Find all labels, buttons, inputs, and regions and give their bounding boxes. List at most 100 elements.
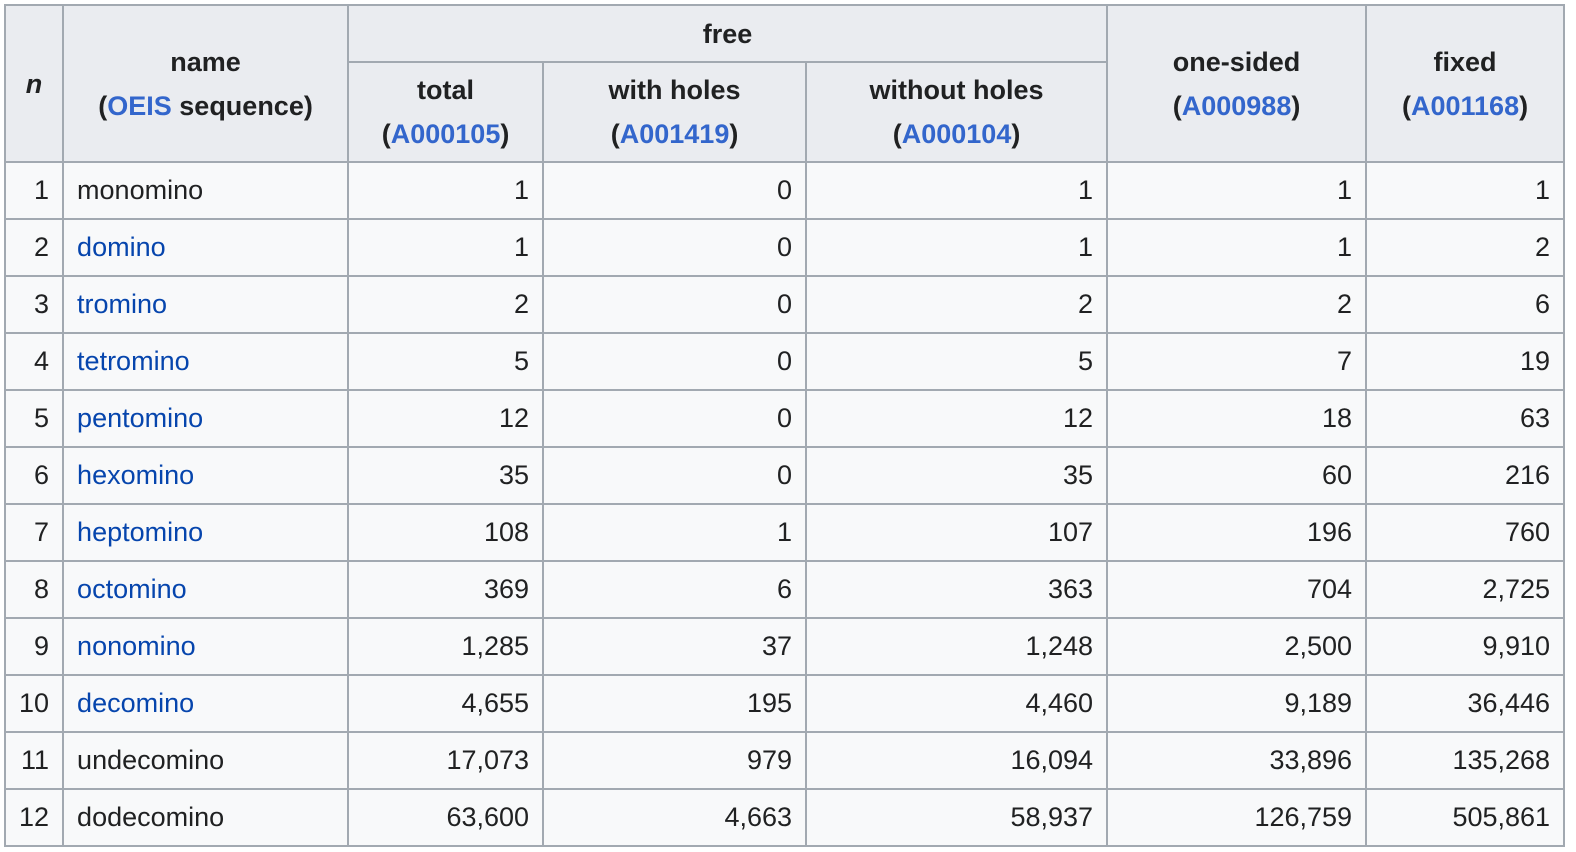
cell-with-holes: 37 bbox=[542, 617, 808, 676]
cell-one-sided: 33,896 bbox=[1106, 731, 1368, 790]
cell-total: 1 bbox=[347, 218, 545, 277]
column-header-name: name (OEIS sequence) bbox=[62, 4, 350, 163]
polyomino-name: monomino bbox=[77, 175, 204, 205]
cell-without-holes: 1,248 bbox=[805, 617, 1109, 676]
column-group-free: free bbox=[347, 4, 1109, 63]
cell-one-sided: 2 bbox=[1106, 275, 1368, 334]
cell-name: tromino bbox=[62, 275, 350, 334]
cell-without-holes: 35 bbox=[805, 446, 1109, 505]
cell-one-sided: 196 bbox=[1106, 503, 1368, 562]
cell-fixed: 505,861 bbox=[1365, 788, 1566, 847]
cell-without-holes: 5 bbox=[805, 332, 1109, 391]
column-header-one-sided: one-sided (A000988) bbox=[1106, 4, 1368, 163]
cell-one-sided: 1 bbox=[1106, 218, 1368, 277]
column-header-n: n bbox=[3, 4, 65, 163]
cell-n: 3 bbox=[3, 275, 65, 334]
cell-with-holes: 6 bbox=[542, 560, 808, 619]
cell-n: 10 bbox=[3, 674, 65, 733]
polyomino-name-link[interactable]: pentomino bbox=[77, 403, 204, 433]
name-label: name bbox=[170, 46, 241, 77]
column-header-without-holes: without holes (A000104) bbox=[805, 61, 1109, 163]
cell-fixed: 9,910 bbox=[1365, 617, 1566, 676]
table-row: 12 dodecomino 63,600 4,663 58,937 126,759 505,… bbox=[3, 788, 1566, 847]
cell-fixed: 2,725 bbox=[1365, 560, 1566, 619]
cell-n: 1 bbox=[3, 161, 65, 220]
cell-with-holes: 1 bbox=[542, 503, 808, 562]
polyomino-name: dodecomino bbox=[77, 802, 225, 832]
cell-fixed: 760 bbox=[1365, 503, 1566, 562]
polyomino-name-link[interactable]: nonomino bbox=[77, 631, 196, 661]
polyomino-name-link[interactable]: heptomino bbox=[77, 517, 204, 547]
cell-fixed: 19 bbox=[1365, 332, 1566, 391]
cell-name: undecomino bbox=[62, 731, 350, 790]
cell-one-sided: 7 bbox=[1106, 332, 1368, 391]
cell-total: 1 bbox=[347, 161, 545, 220]
cell-name: dodecomino bbox=[62, 788, 350, 847]
table-row: 4 tetromino 5 0 5 7 19 bbox=[3, 332, 1566, 391]
cell-name: heptomino bbox=[62, 503, 350, 562]
polyomino-name-link[interactable]: octomino bbox=[77, 574, 187, 604]
cell-n: 9 bbox=[3, 617, 65, 676]
cell-total: 4,655 bbox=[347, 674, 545, 733]
cell-without-holes: 1 bbox=[805, 161, 1109, 220]
cell-one-sided: 2,500 bbox=[1106, 617, 1368, 676]
cell-n: 4 bbox=[3, 332, 65, 391]
cell-one-sided: 704 bbox=[1106, 560, 1368, 619]
a000988-link[interactable]: A000988 bbox=[1181, 90, 1292, 121]
cell-with-holes: 0 bbox=[542, 332, 808, 391]
polyomino-name-link[interactable]: domino bbox=[77, 232, 166, 262]
cell-total: 63,600 bbox=[347, 788, 545, 847]
cell-name: nonomino bbox=[62, 617, 350, 676]
a001168-link[interactable]: A001168 bbox=[1410, 90, 1520, 121]
cell-name: decomino bbox=[62, 674, 350, 733]
table-row: 1 monomino 1 0 1 1 1 bbox=[3, 161, 1566, 220]
cell-total: 1,285 bbox=[347, 617, 545, 676]
a000104-link[interactable]: A000104 bbox=[901, 119, 1012, 149]
cell-total: 108 bbox=[347, 503, 545, 562]
cell-total: 2 bbox=[347, 275, 545, 334]
polyomino-name-link[interactable]: tetromino bbox=[77, 346, 190, 376]
oeis-link[interactable]: OEIS bbox=[107, 90, 172, 121]
cell-with-holes: 195 bbox=[542, 674, 808, 733]
cell-one-sided: 9,189 bbox=[1106, 674, 1368, 733]
polyomino-name-link[interactable]: decomino bbox=[77, 688, 195, 718]
cell-fixed: 216 bbox=[1365, 446, 1566, 505]
cell-total: 12 bbox=[347, 389, 545, 448]
table-body: 1 monomino 1 0 1 1 1 2 domino 1 0 1 1 2 3 tromino 2 0 2 2 6 4… bbox=[3, 161, 1566, 847]
table-row: 8 octomino 369 6 363 704 2,725 bbox=[3, 560, 1566, 619]
polyomino-name-link[interactable]: tromino bbox=[77, 289, 168, 319]
a001419-link[interactable]: A001419 bbox=[619, 119, 730, 149]
cell-fixed: 135,268 bbox=[1365, 731, 1566, 790]
cell-name: tetromino bbox=[62, 332, 350, 391]
a000105-link[interactable]: A000105 bbox=[390, 119, 501, 149]
table-row: 3 tromino 2 0 2 2 6 bbox=[3, 275, 1566, 334]
cell-fixed: 6 bbox=[1365, 275, 1566, 334]
cell-one-sided: 18 bbox=[1106, 389, 1368, 448]
table-row: 9 nonomino 1,285 37 1,248 2,500 9,910 bbox=[3, 617, 1566, 676]
cell-one-sided: 1 bbox=[1106, 161, 1368, 220]
cell-without-holes: 1 bbox=[805, 218, 1109, 277]
cell-with-holes: 0 bbox=[542, 161, 808, 220]
cell-with-holes: 0 bbox=[542, 446, 808, 505]
cell-n: 2 bbox=[3, 218, 65, 277]
cell-name: pentomino bbox=[62, 389, 350, 448]
cell-fixed: 2 bbox=[1365, 218, 1566, 277]
table-row: 6 hexomino 35 0 35 60 216 bbox=[3, 446, 1566, 505]
table-row: 11 undecomino 17,073 979 16,094 33,896 135,268 bbox=[3, 731, 1566, 790]
cell-with-holes: 0 bbox=[542, 218, 808, 277]
column-header-total: total (A000105) bbox=[347, 61, 545, 163]
cell-without-holes: 4,460 bbox=[805, 674, 1109, 733]
cell-name: hexomino bbox=[62, 446, 350, 505]
cell-name: monomino bbox=[62, 161, 350, 220]
column-header-with-holes: with holes (A001419) bbox=[542, 61, 808, 163]
cell-name: octomino bbox=[62, 560, 350, 619]
cell-n: 7 bbox=[3, 503, 65, 562]
cell-n: 6 bbox=[3, 446, 65, 505]
cell-n: 11 bbox=[3, 731, 65, 790]
cell-one-sided: 126,759 bbox=[1106, 788, 1368, 847]
polyomino-name-link[interactable]: hexomino bbox=[77, 460, 195, 490]
cell-total: 17,073 bbox=[347, 731, 545, 790]
cell-n: 12 bbox=[3, 788, 65, 847]
cell-total: 35 bbox=[347, 446, 545, 505]
header-row-bottom: total (A000105) with holes (A001419) wit… bbox=[5, 61, 1564, 163]
